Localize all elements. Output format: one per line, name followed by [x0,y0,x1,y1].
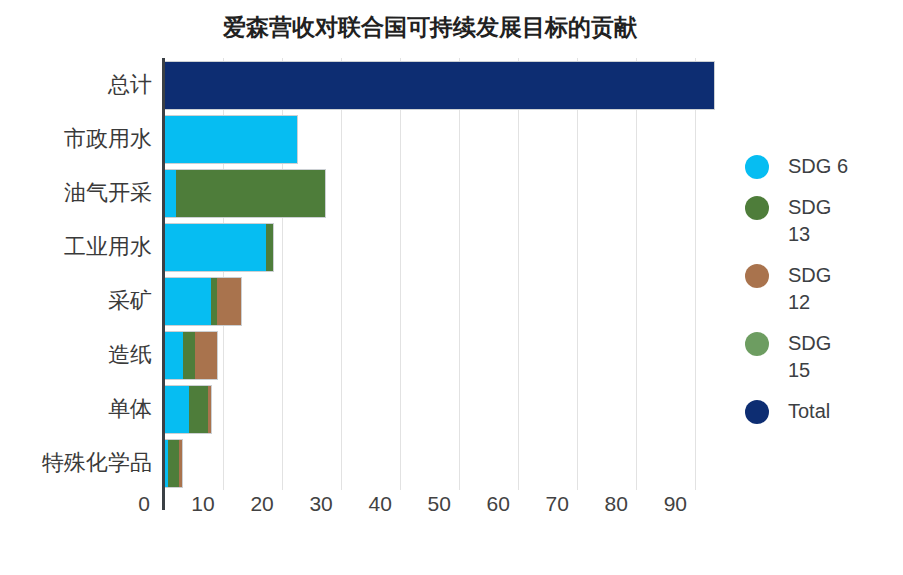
legend-item-sdg-6[interactable]: SDG 6 [745,153,848,180]
legend-swatch-sdg-15 [745,332,769,356]
y-axis-label: 采矿 [0,274,152,328]
bar-row [164,436,716,490]
legend-swatch-sdg-13 [745,196,769,220]
bar-stack-油气开采 [164,170,325,217]
bar-stack-造纸 [164,332,217,379]
legend-label: SDG15 [788,330,831,384]
y-axis-line [162,58,165,510]
bar-segment-sdg-12[interactable] [179,440,182,487]
y-axis-label: 工业用水 [0,220,152,274]
y-axis-label: 总计 [0,58,152,112]
x-axis-labels: 0102030405060708090 [164,492,716,520]
legend-swatch-sdg-12 [745,264,769,288]
bar-segment-sdg-13[interactable] [176,170,325,217]
bar-segment-sdg-12[interactable] [208,386,211,433]
bar-row [164,382,716,436]
bar-row [164,166,716,220]
x-axis-tick-label: 70 [546,492,569,516]
bar-segment-sdg-6[interactable] [164,224,266,271]
legend-label: SDG13 [788,194,831,248]
bar-segment-total[interactable] [164,62,714,109]
y-axis-label: 市政用水 [0,112,152,166]
legend-label: SDG12 [788,262,831,316]
legend-item-sdg-12[interactable]: SDG12 [745,262,848,316]
bar-stack-采矿 [164,278,241,325]
bar-segment-sdg-12[interactable] [217,278,241,325]
x-axis-tick-label: 50 [427,492,450,516]
y-axis-label: 油气开采 [0,166,152,220]
legend: SDG 6 SDG13 SDG12 SDG15 Total [745,153,848,425]
legend-item-sdg-15[interactable]: SDG15 [745,330,848,384]
bar-stack-特殊化学品 [164,440,182,487]
bar-segment-sdg-13[interactable] [168,440,179,487]
y-axis-label: 单体 [0,382,152,436]
bar-row [164,112,716,166]
x-axis-tick-label: 40 [368,492,391,516]
bar-stack-总计 [164,62,714,109]
bar-segment-sdg-13[interactable] [189,386,208,433]
chart-container: 爱森营收对联合国可持续发展目标的贡献 总计市政用水油气开采工业用水采矿造纸单体特… [0,0,903,575]
legend-swatch-total [745,400,769,424]
x-axis-tick-label: 90 [664,492,687,516]
legend-label: SDG 6 [788,153,848,180]
y-axis-label: 特殊化学品 [0,436,152,490]
bar-segment-sdg-6[interactable] [164,332,183,379]
x-axis-tick-label: 60 [487,492,510,516]
x-axis-tick-label: 20 [250,492,273,516]
y-axis-labels: 总计市政用水油气开采工业用水采矿造纸单体特殊化学品 [0,58,152,490]
legend-item-sdg-13[interactable]: SDG13 [745,194,848,248]
bar-segment-sdg-12[interactable] [195,332,217,379]
bar-segment-sdg-6[interactable] [164,116,297,163]
bar-rows [164,58,716,490]
bar-stack-单体 [164,386,211,433]
legend-label: Total [788,398,830,425]
plot-area [164,58,716,490]
bar-segment-sdg-13[interactable] [183,332,195,379]
bar-row [164,220,716,274]
x-axis-tick-label: 30 [309,492,332,516]
bar-row [164,274,716,328]
legend-swatch-sdg-6 [745,155,769,179]
x-axis-tick-label: 0 [138,492,150,516]
bar-segment-sdg-6[interactable] [164,170,176,217]
bar-stack-工业用水 [164,224,273,271]
bar-segment-sdg-6[interactable] [164,386,189,433]
bar-segment-sdg-13[interactable] [266,224,272,271]
x-axis-tick-label: 10 [191,492,214,516]
y-axis-label: 造纸 [0,328,152,382]
x-axis-tick-label: 80 [605,492,628,516]
bar-row [164,58,716,112]
bar-row [164,328,716,382]
bar-stack-市政用水 [164,116,297,163]
legend-item-total[interactable]: Total [745,398,848,425]
chart-title: 爱森营收对联合国可持续发展目标的贡献 [0,13,860,41]
bar-segment-sdg-6[interactable] [164,278,211,325]
